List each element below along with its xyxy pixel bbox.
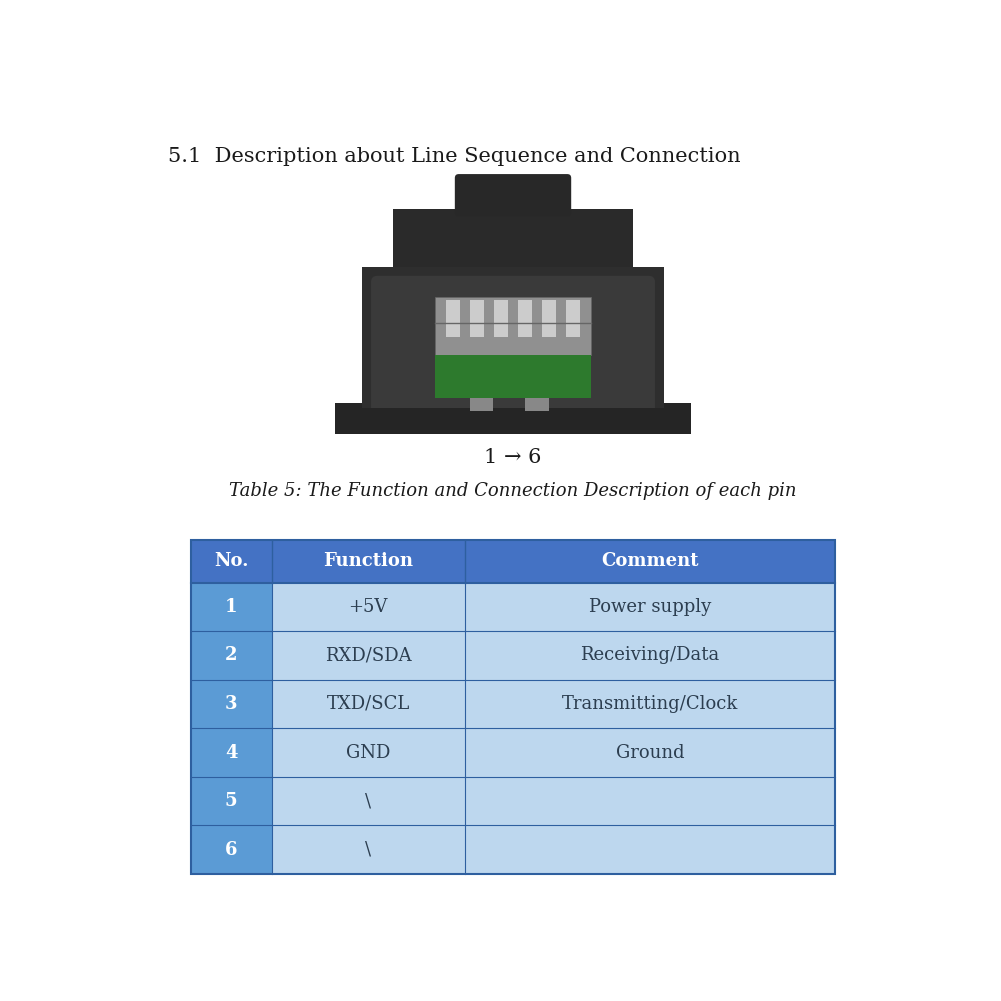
Bar — [191, 541, 835, 874]
Text: \: \ — [365, 792, 371, 810]
Text: Function: Function — [323, 553, 413, 571]
Text: \: \ — [365, 841, 371, 859]
Bar — [543, 300, 557, 337]
Bar — [469, 300, 483, 337]
Bar — [464, 583, 835, 632]
Bar — [435, 355, 591, 397]
Text: 6: 6 — [225, 841, 237, 859]
Bar — [665, 403, 692, 433]
Bar — [464, 777, 835, 826]
Text: 1 → 6: 1 → 6 — [484, 448, 542, 467]
Bar — [334, 403, 361, 433]
Bar — [191, 541, 271, 583]
Text: +5V: +5V — [348, 598, 387, 616]
Text: RXD/SDA: RXD/SDA — [324, 647, 411, 665]
Text: Transmitting/Clock: Transmitting/Clock — [562, 695, 738, 713]
Bar — [191, 826, 271, 874]
Bar — [469, 397, 492, 411]
Text: 4: 4 — [225, 744, 237, 762]
Text: Receiving/Data: Receiving/Data — [581, 647, 720, 665]
Text: 5: 5 — [225, 792, 237, 810]
Bar — [334, 408, 692, 433]
Bar — [271, 632, 464, 680]
Text: 5.1  Description about Line Sequence and Connection: 5.1 Description about Line Sequence and … — [168, 147, 741, 166]
Bar — [271, 777, 464, 826]
Text: GND: GND — [346, 744, 390, 762]
Bar — [271, 826, 464, 874]
Text: Comment: Comment — [601, 553, 699, 571]
Bar — [191, 583, 271, 632]
FancyBboxPatch shape — [371, 276, 655, 415]
Bar — [191, 777, 271, 826]
Text: 3: 3 — [225, 695, 237, 713]
Bar — [392, 209, 634, 274]
Bar — [464, 680, 835, 729]
Text: TXD/SCL: TXD/SCL — [326, 695, 409, 713]
Bar — [191, 680, 271, 729]
Text: Table 5: The Function and Connection Description of each pin: Table 5: The Function and Connection Des… — [229, 482, 797, 500]
Text: 2: 2 — [225, 647, 237, 665]
Bar — [493, 300, 508, 337]
Bar — [519, 300, 533, 337]
Bar — [271, 729, 464, 777]
Bar — [464, 826, 835, 874]
Text: Power supply: Power supply — [589, 598, 711, 616]
Bar — [361, 266, 665, 416]
Bar — [435, 297, 591, 355]
Bar — [271, 680, 464, 729]
FancyBboxPatch shape — [454, 174, 572, 216]
Text: Ground: Ground — [616, 744, 684, 762]
Bar — [191, 729, 271, 777]
Bar — [271, 541, 464, 583]
Bar — [191, 632, 271, 680]
Bar — [526, 397, 549, 411]
Text: 1: 1 — [225, 598, 237, 616]
Bar — [567, 300, 581, 337]
Bar — [464, 729, 835, 777]
Bar — [464, 541, 835, 583]
Bar — [271, 583, 464, 632]
Bar — [445, 300, 459, 337]
Text: No.: No. — [214, 553, 248, 571]
Bar — [464, 632, 835, 680]
